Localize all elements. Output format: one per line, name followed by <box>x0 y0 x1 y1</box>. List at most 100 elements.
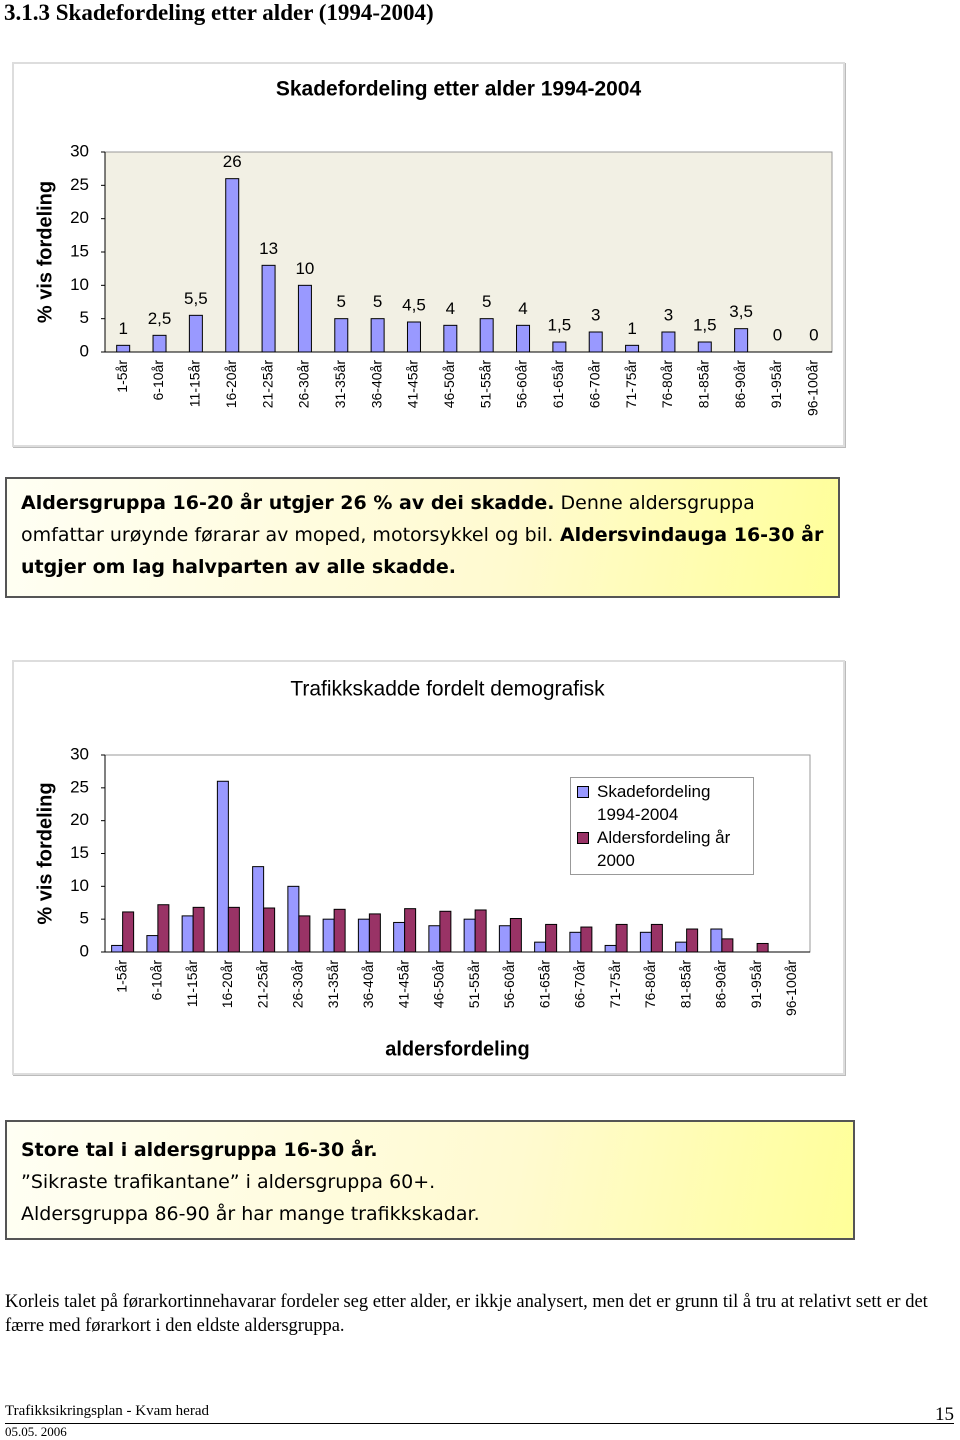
bar <box>569 931 582 953</box>
x-tick-label: 1-5år <box>114 360 130 393</box>
y-tick-label: 20 <box>70 810 89 829</box>
x-tick-label: 96-100år <box>805 360 821 416</box>
bar <box>580 926 593 953</box>
bar <box>111 944 124 953</box>
x-tick-label: 36-40år <box>368 360 384 409</box>
chart-frame: Skadefordeling etter alder 1994-2004 % vi… <box>12 62 845 447</box>
data-label: 2,5 <box>148 309 172 328</box>
y-tick-label: 30 <box>70 744 89 763</box>
bar <box>298 915 311 953</box>
bar <box>650 923 663 953</box>
x-tick-label: 51-55år <box>477 360 493 409</box>
x-tick-label: 1-5år <box>113 960 129 993</box>
bar <box>443 324 458 353</box>
data-label: 3 <box>591 305 600 324</box>
callout: Aldersgruppa 16-20 år utgjer 26 % av dei… <box>5 477 840 598</box>
bar <box>474 909 487 953</box>
x-tick-label: 61-65år <box>536 960 552 1009</box>
bar <box>263 907 276 953</box>
data-label: 5 <box>482 292 491 311</box>
x-tick-label: 46-50år <box>441 360 457 409</box>
bar <box>428 925 441 953</box>
x-tick-label: 36-40år <box>360 960 376 1009</box>
y-tick-label: 30 <box>70 141 89 160</box>
bar <box>188 314 203 353</box>
legend-swatch <box>577 832 589 844</box>
data-label: 1,5 <box>548 315 572 334</box>
data-label: 3,5 <box>729 302 753 321</box>
chart: Skadefordeling etter alder 1994-2004 % vi… <box>34 78 833 416</box>
data-label: 1 <box>627 319 636 338</box>
bar <box>261 264 276 353</box>
bar <box>252 866 265 953</box>
bar <box>157 904 170 953</box>
y-tick-label: 15 <box>70 241 89 260</box>
bar <box>625 344 640 353</box>
legend-label: Aldersfordeling år 2000 <box>597 828 731 870</box>
data-label: 26 <box>223 152 242 171</box>
legend: Skadefordeling 1994-2004 Aldersfordeling … <box>570 777 754 875</box>
bar <box>534 941 547 953</box>
bar <box>152 334 167 353</box>
data-label: 3 <box>664 305 673 324</box>
y-tick-label: 25 <box>70 175 89 194</box>
x-tick-label: 66-70år <box>586 360 602 409</box>
data-label: 13 <box>259 239 278 258</box>
x-tick-label: 71-75år <box>623 360 639 409</box>
y-axis-label: % vis fordeling <box>34 782 56 924</box>
y-tick-label: 25 <box>70 777 89 796</box>
x-tick-label: 66-70år <box>572 960 588 1009</box>
data-label: 5 <box>373 292 382 311</box>
bar <box>498 925 511 953</box>
x-tick-label: 56-60år <box>514 360 530 409</box>
x-axis-label: aldersfordeling <box>385 1038 529 1060</box>
data-label: 5 <box>337 292 346 311</box>
bar <box>393 921 406 953</box>
callout-text: Denne aldersgruppa omfattar urøynde føra… <box>21 492 755 546</box>
bar <box>604 944 617 953</box>
bar <box>615 923 628 953</box>
bar <box>333 908 346 953</box>
x-tick-label: 91-95år <box>768 360 784 409</box>
x-tick-label: 31-35år <box>325 960 341 1009</box>
x-tick-label: 11-15år <box>187 360 203 408</box>
callout-text: Store tal i aldersgruppa 16-30 år. <box>21 1139 378 1161</box>
x-tick-label: 41-45år <box>395 960 411 1009</box>
x-tick-label: 61-65år <box>550 360 566 409</box>
y-tick-label: 10 <box>70 876 89 895</box>
bar <box>697 341 712 353</box>
callout-text: Aldersgruppa 16-20 år utgjer 26 % av dei… <box>21 492 555 514</box>
bar <box>721 938 734 953</box>
y-axis-label: % vis fordeling <box>34 181 56 323</box>
bar <box>181 915 194 953</box>
page-number: 15 <box>935 1404 954 1425</box>
footer-date: 05.05. 2006 <box>5 1424 67 1439</box>
y-tick-label: 0 <box>80 941 89 960</box>
data-label: 10 <box>295 259 314 278</box>
x-tick-label: 96-100år <box>783 960 799 1016</box>
x-tick-label: 21-25år <box>254 960 270 1009</box>
x-tick-label: 26-30år <box>296 360 312 409</box>
callout-text: Aldersvindauga 16-30 år utgjer om lag ha… <box>21 524 824 578</box>
x-tick-label: 71-75år <box>607 960 623 1009</box>
bar <box>334 318 349 353</box>
heading: 3.1.3 Skadefordeling etter alder (1994-2… <box>4 0 434 25</box>
legend-label: Skadefordeling 1994-2004 <box>597 782 711 824</box>
bar <box>216 780 229 953</box>
bar <box>122 911 135 953</box>
y-tick-label: 0 <box>80 341 89 360</box>
data-label: 4,5 <box>402 295 426 314</box>
legend-item: Skadefordeling 1994-2004 <box>577 780 747 826</box>
x-tick-label: 11-15år <box>184 960 200 1008</box>
x-tick-label: 76-80år <box>642 960 658 1009</box>
data-label: 1 <box>118 319 127 338</box>
plot-area <box>104 151 833 353</box>
bar <box>479 318 494 353</box>
bar <box>639 931 652 953</box>
bar <box>357 918 370 953</box>
y-tick-label: 5 <box>80 308 89 327</box>
x-tick-label: 51-55år <box>466 960 482 1009</box>
bar <box>756 942 769 953</box>
x-tick-label: 31-35år <box>332 360 348 409</box>
bar <box>710 928 723 953</box>
